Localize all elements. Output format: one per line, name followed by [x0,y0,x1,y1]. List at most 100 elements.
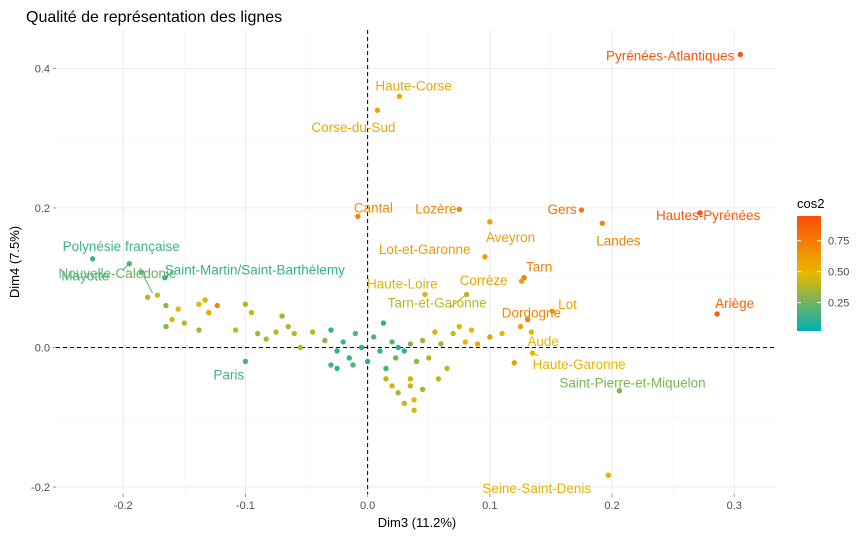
data-point [346,355,352,361]
label-leader-line [141,271,153,294]
point-mayotte [126,261,133,267]
data-point [401,348,407,354]
point-label: Cantal [354,200,393,215]
point-haute-garonne [529,350,536,356]
data-point [202,297,208,303]
point-dordogne [525,316,531,323]
data-point [248,309,255,316]
x-tick-label: 0.0 [360,500,375,512]
data-point [297,344,304,351]
data-point [163,302,169,309]
point-corr-ze [518,278,525,284]
data-point [196,301,202,307]
point-haute-loire [422,291,428,298]
data-point [328,327,334,333]
legend-colorbar [797,216,821,331]
data-point [214,302,221,309]
point-label: Lozère [415,201,456,216]
y-tick-label: -0.2 [31,482,50,494]
point-gers [578,207,585,213]
data-point [232,327,239,333]
data-point [291,330,297,337]
x-tick-label: -0.2 [114,500,133,512]
point-label: Paris [213,367,244,382]
data-point [411,397,417,403]
point-lot [549,308,555,314]
legend-tick-label: 0.50 [828,267,849,279]
data-point [462,339,469,345]
point-ari-ge [714,311,720,317]
x-axis-title: Dim3 (11.2%) [378,515,457,530]
data-point [432,329,438,335]
data-point [285,323,291,330]
point-saint-pierre-et-miquelon [616,388,623,394]
point-label: Saint-Pierre-et-Miquelon [559,376,705,391]
data-point [411,407,417,413]
reference-lines [56,30,777,494]
data-point [435,376,442,382]
point-label: Landes [596,233,641,248]
data-point [383,376,389,382]
point-label: Mayotte [61,269,109,284]
point-label: Polynésie française [63,239,180,254]
y-tick-label: 0.4 [35,63,50,75]
point-label: Pyrénées-Atlantiques [606,48,735,63]
y-axis-title: Dim4 (7.5%) [7,226,22,298]
point-paris [242,358,249,365]
grid [56,30,777,494]
point-saint-martin-saint-barth-lemy [162,274,168,281]
data-point [334,348,340,354]
point-label: Tarn-et-Garonne [388,295,487,310]
point-label: Corrèze [460,273,508,288]
data-point [328,362,334,368]
data-point [206,309,212,316]
point-label: Haute-Corse [375,78,452,93]
data-point [383,365,389,372]
data-point [450,330,456,337]
data-point [371,334,377,340]
x-tick-label: -0.1 [236,500,255,512]
point-label: Tarn [526,260,552,275]
data-point [468,327,475,333]
point-label: Haute-Garonne [533,357,626,372]
point-label: Haute-Loire [367,276,438,291]
data-point [340,339,346,345]
point-label: Saint-Martin/Saint-Barthélemy [165,263,345,278]
x-tick-label: 0.3 [727,500,742,512]
data-point [154,292,161,298]
point-landes [599,220,605,226]
data-point [413,358,420,365]
point-label: Nouvelle-Calédonie [59,266,177,281]
data-point [181,320,188,326]
point-label: Ariège [715,296,754,311]
data-point [389,339,395,345]
point-label: Lot [558,297,577,312]
data-point [242,301,249,307]
point-seine-saint-denis [605,472,612,478]
data-point [263,336,269,342]
legend: cos2 0.25 0.50 0.75 [797,196,849,331]
point-label: Lot-et-Garonne [379,242,471,257]
point-labels: Pyrénées-Atlantiques Haute-Corse Corse-du-… [59,48,761,496]
point-label: Hautes-Pyrénées [656,208,761,223]
legend-ticks: 0.25 0.50 0.75 [797,236,849,310]
legend-title: cos2 [797,196,824,211]
data-point [169,316,175,323]
point-loz-re [456,206,462,213]
point-label: Corse-du-Sud [311,120,395,135]
point-label: Dordogne [502,306,561,321]
data-point [474,341,481,347]
chart-title: Qualité de représentation des lignes [26,9,282,26]
data-point [144,294,151,300]
point-aude [528,329,535,335]
data-point [352,330,359,337]
data-point [456,323,462,330]
data-point [273,329,279,335]
y-tick-label: 0.2 [35,203,50,215]
point-lot-et-garonne [482,254,488,260]
point-corse-du-sud [374,107,381,113]
label-leader-line [449,294,467,309]
data-point [395,344,401,351]
data-point [254,330,261,337]
